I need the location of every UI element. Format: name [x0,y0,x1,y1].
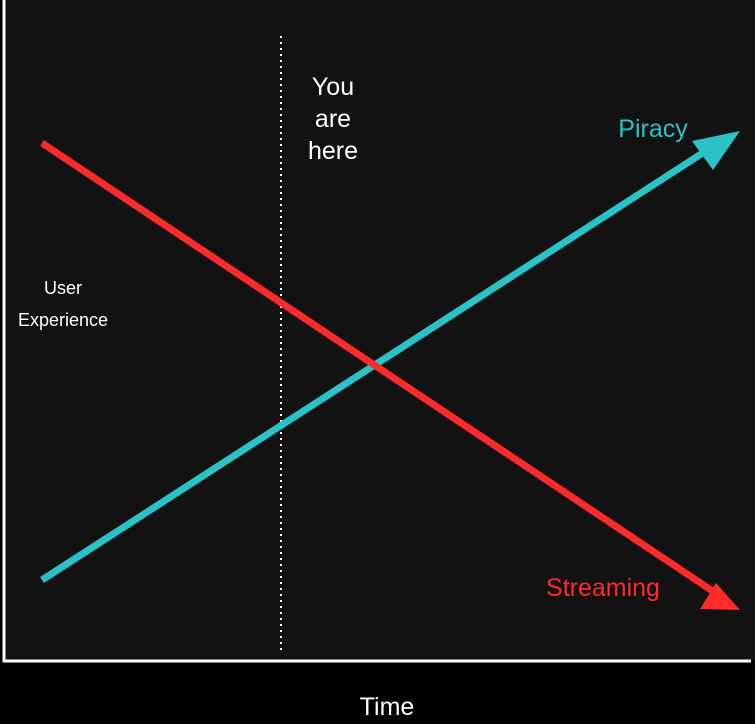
series-label-piracy: Piracy [618,115,688,143]
y-axis-label-line-2: Experience [17,310,109,330]
plot-area [4,0,755,660]
you-are-here-annotation: You are here [290,71,376,167]
y-axis-label: User Experience [4,272,122,336]
annotation-line-2: are [314,105,352,133]
series-line-streaming [40,140,728,603]
annotation-line-3: here [307,137,359,165]
annotation-line-1: You [311,73,355,101]
series-arrow-streaming [700,583,740,610]
x-axis-label: Time [359,693,415,721]
y-axis-label-line-1: User [43,278,82,298]
series-arrow-piracy [692,131,740,170]
series-label-streaming: Streaming [546,574,660,602]
